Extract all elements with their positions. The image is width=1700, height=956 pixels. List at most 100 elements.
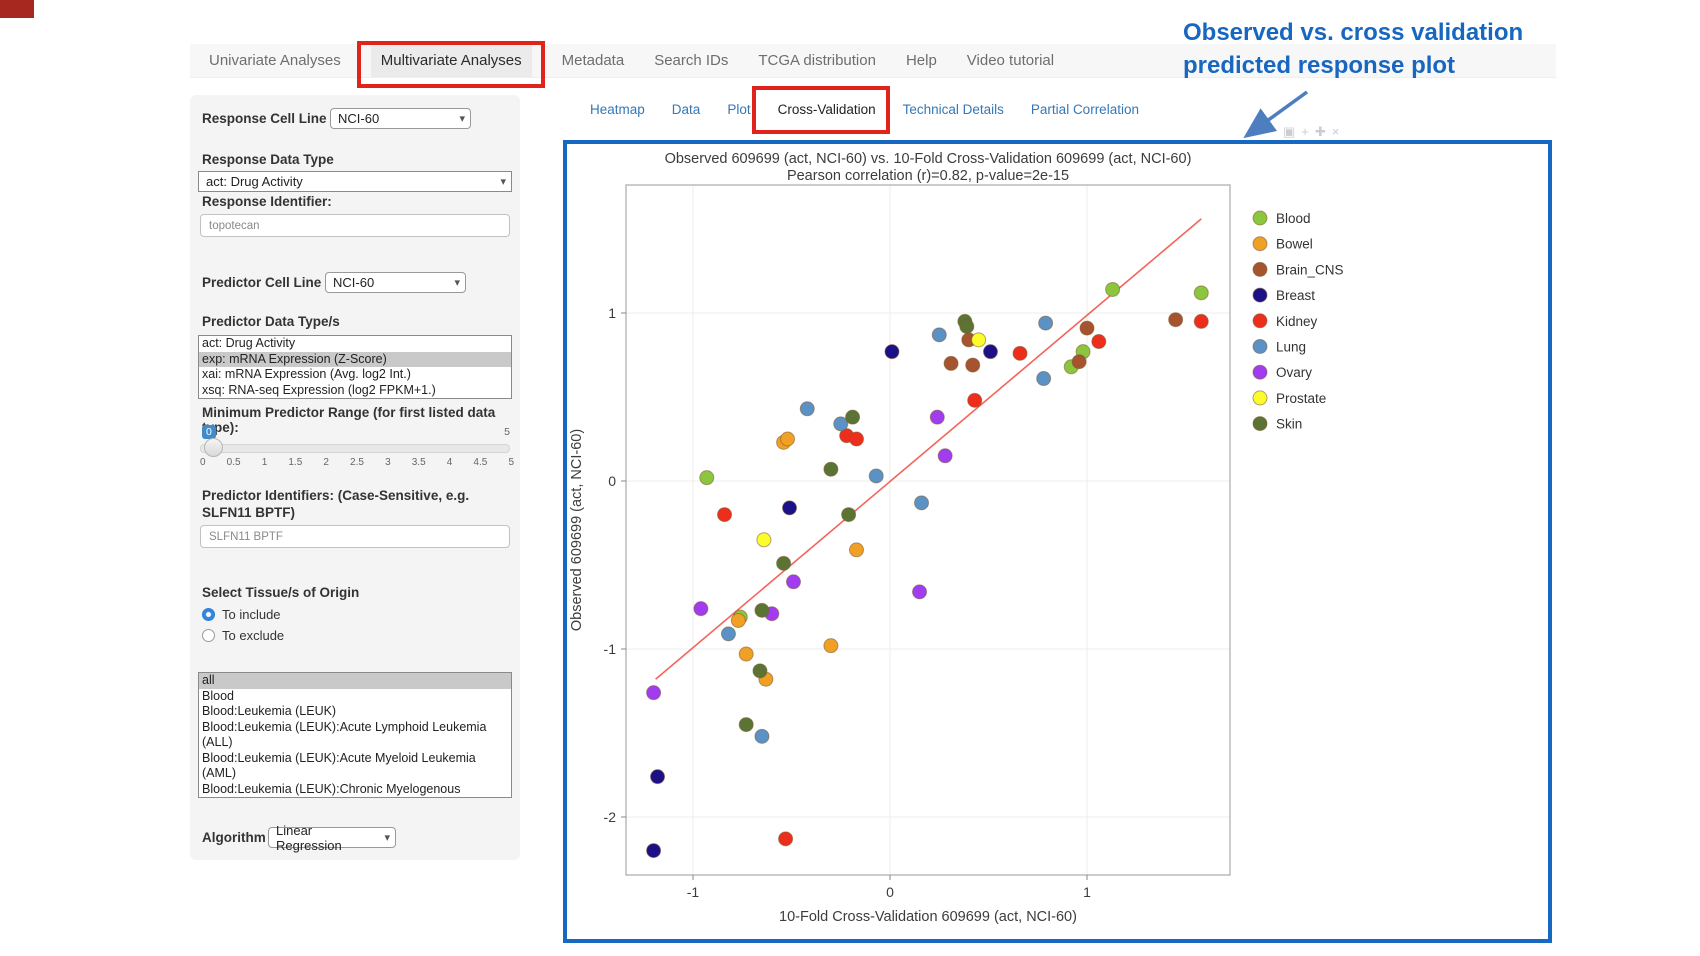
algorithm-select[interactable]: Linear Regression ▾ bbox=[268, 823, 396, 853]
subtab-cross-validation[interactable]: Cross-Validation bbox=[777, 101, 876, 117]
slider-handle[interactable] bbox=[204, 438, 223, 457]
data-point-kidney bbox=[717, 507, 733, 523]
nav-tab-video-tutorial[interactable]: Video tutorial bbox=[966, 52, 1055, 69]
tissue-listbox: all Blood Blood:Leukemia (LEUK) Blood:Leuke… bbox=[198, 672, 512, 798]
y-tick-label: -1 bbox=[604, 641, 617, 657]
nav-tab-univariate-analyses[interactable]: Univariate Analyses bbox=[209, 52, 341, 69]
data-point-prostate bbox=[756, 532, 772, 548]
response-cell-line-set-label: Response Cell Line Set bbox=[202, 111, 352, 126]
slider-tick-label: 0 bbox=[200, 457, 206, 468]
legend-item-blood[interactable]: Blood bbox=[1252, 210, 1311, 226]
response-data-type-label: Response Data Type bbox=[202, 152, 334, 167]
legend-item-lung[interactable]: Lung bbox=[1252, 339, 1306, 355]
predictor-identifiers-input[interactable] bbox=[200, 525, 510, 548]
zoom-icon[interactable]: + bbox=[1301, 124, 1315, 139]
legend-dot bbox=[1252, 236, 1268, 252]
list-option[interactable]: exp: mRNA Expression (Z-Score) bbox=[199, 351, 511, 367]
sidebar-panel: Response Cell Line Set NCI-60 ▾ Response… bbox=[190, 95, 520, 860]
subtab-technical-details[interactable]: Technical Details bbox=[902, 101, 1004, 117]
legend-label: Skin bbox=[1276, 417, 1302, 432]
min-predictor-range-slider[interactable] bbox=[200, 438, 510, 457]
legend-label: Lung bbox=[1276, 340, 1306, 355]
subtab-heatmap[interactable]: Heatmap bbox=[590, 101, 645, 117]
top-navbar: Univariate Analyses Multivariate Analyses… bbox=[190, 44, 1556, 78]
legend-item-ovary[interactable]: Ovary bbox=[1252, 364, 1312, 380]
pan-icon[interactable]: ✚ bbox=[1314, 124, 1332, 139]
radio-to-include[interactable]: To include bbox=[202, 607, 281, 622]
data-point-bowel bbox=[738, 646, 754, 662]
legend-item-breast[interactable]: Breast bbox=[1252, 287, 1315, 303]
legend-dot bbox=[1252, 261, 1268, 277]
nav-tab-help[interactable]: Help bbox=[905, 52, 937, 69]
result-subtabs: Heatmap Data Plot Cross-Validation Technical… bbox=[590, 94, 1166, 124]
legend-dot bbox=[1252, 339, 1268, 354]
annotation-title: Observed vs. cross validation predicted … bbox=[1183, 16, 1613, 82]
subtab-partial-correlation[interactable]: Partial Correlation bbox=[1030, 101, 1139, 117]
nav-tab-search-ids[interactable]: Search IDs bbox=[654, 52, 729, 69]
legend-dot bbox=[1252, 416, 1268, 432]
list-option[interactable]: all bbox=[199, 673, 511, 689]
response-identifier-input[interactable] bbox=[200, 214, 510, 237]
data-point-kidney bbox=[1193, 313, 1209, 329]
data-point-skin bbox=[776, 555, 792, 571]
legend-item-kidney[interactable]: Kidney bbox=[1252, 313, 1318, 329]
y-tick-label: 0 bbox=[608, 473, 616, 489]
response-cell-line-set-value: NCI-60 bbox=[338, 111, 380, 126]
subtab-plot[interactable]: Plot bbox=[727, 101, 751, 117]
legend-item-bowel[interactable]: Bowel bbox=[1252, 236, 1313, 252]
slider-value-badge: 0 bbox=[202, 425, 216, 439]
radio-unselected-icon bbox=[202, 629, 215, 642]
camera-icon[interactable]: ▣ bbox=[1283, 124, 1302, 139]
list-option[interactable]: act: Drug Activity bbox=[202, 336, 296, 350]
close-icon[interactable]: × bbox=[1331, 124, 1346, 139]
tissue-origin-label: Select Tissue/s of Origin bbox=[202, 585, 360, 600]
data-point-breast bbox=[782, 500, 798, 516]
chevron-down-icon: ▾ bbox=[459, 113, 465, 125]
legend-item-prostate[interactable]: Prostate bbox=[1252, 390, 1326, 406]
subtab-data[interactable]: Data bbox=[671, 101, 701, 117]
response-cell-line-set-select[interactable]: NCI-60 ▾ bbox=[330, 108, 471, 129]
legend-label: Brain_CNS bbox=[1276, 262, 1344, 277]
legend-label: Breast bbox=[1276, 288, 1315, 303]
data-point-skin bbox=[738, 717, 754, 733]
legend-item-brain_cns[interactable]: Brain_CNS bbox=[1252, 261, 1344, 277]
data-point-breast bbox=[646, 843, 662, 859]
chevron-down-icon: ▾ bbox=[500, 176, 506, 188]
data-point-bowel bbox=[780, 431, 796, 447]
slider-tick-label: 2 bbox=[323, 457, 329, 468]
nav-tab-multivariate-analyses[interactable]: Multivariate Analyses bbox=[370, 44, 532, 77]
list-option[interactable]: Blood bbox=[202, 688, 234, 703]
data-point-lung bbox=[1038, 315, 1054, 331]
slider-tick-label: 3 bbox=[385, 457, 391, 468]
nav-tab-metadata[interactable]: Metadata bbox=[561, 52, 625, 69]
predictor-cell-line-set-select[interactable]: NCI-60 ▾ bbox=[325, 272, 466, 293]
radio-to-exclude[interactable]: To exclude bbox=[202, 628, 284, 643]
legend-label: Ovary bbox=[1276, 365, 1312, 380]
list-option[interactable]: xai: mRNA Expression (Avg. log2 Int.) bbox=[202, 367, 411, 381]
legend-dot bbox=[1252, 390, 1268, 406]
slider-tick-labels: 0 0.5 1 1.5 2 2.5 3 3.5 4 4.5 5 bbox=[200, 457, 514, 468]
nav-tab-tcga-distribution[interactable]: TCGA distribution bbox=[758, 52, 876, 69]
list-option[interactable]: Blood:Leukemia (LEUK):Acute Myeloid Leuk… bbox=[202, 750, 476, 781]
response-data-type-select[interactable]: act: Drug Activity ▾ bbox=[198, 171, 512, 192]
data-point-lung bbox=[754, 728, 770, 744]
plot-border bbox=[625, 184, 1231, 876]
list-option[interactable]: Blood:Leukemia (LEUK):Acute Lymphoid Leu… bbox=[202, 719, 487, 750]
legend-item-skin[interactable]: Skin bbox=[1252, 416, 1302, 432]
data-point-blood bbox=[699, 470, 715, 486]
chart-title: Observed 609699 (act, NCI-60) vs. 10-Fol… bbox=[665, 151, 1192, 167]
response-identifier-label: Response Identifier: bbox=[202, 194, 332, 209]
list-option[interactable]: Blood:Leukemia (LEUK):Chronic Myelogenou… bbox=[202, 781, 461, 796]
data-point-skin bbox=[752, 663, 768, 679]
data-point-kidney bbox=[1012, 345, 1028, 361]
list-option[interactable]: xsq: RNA-seq Expression (log2 FPKM+1.) bbox=[202, 382, 436, 397]
data-point-skin bbox=[823, 461, 839, 477]
list-option[interactable]: Blood:Leukemia (LEUK) bbox=[202, 704, 337, 718]
slider-tick-label: 4.5 bbox=[473, 457, 488, 468]
x-tick-label: -1 bbox=[687, 884, 700, 900]
data-point-ovary bbox=[646, 685, 662, 701]
legend-dot bbox=[1252, 364, 1268, 380]
radio-exclude-label: To exclude bbox=[222, 628, 285, 643]
data-point-breast bbox=[982, 344, 998, 360]
